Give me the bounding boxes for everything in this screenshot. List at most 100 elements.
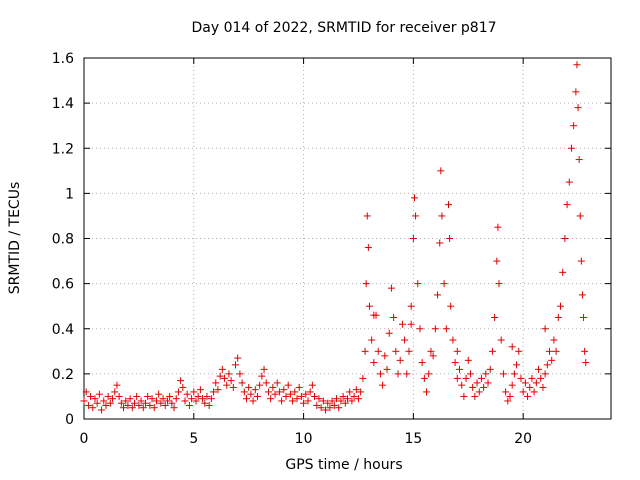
data-point — [486, 365, 494, 373]
data-point — [242, 395, 250, 403]
data-point — [546, 347, 554, 355]
x-tick-label: 15 — [404, 431, 422, 447]
data-point — [308, 381, 316, 389]
data-point — [214, 386, 222, 394]
data-point — [572, 88, 580, 96]
data-point — [455, 365, 463, 373]
data-point — [510, 370, 518, 378]
data-point — [82, 388, 90, 396]
data-point — [436, 239, 444, 247]
data-point — [576, 212, 584, 220]
data-point — [425, 370, 433, 378]
data-point — [113, 381, 121, 389]
data-point — [440, 280, 448, 288]
data-point — [383, 365, 391, 373]
data-point — [556, 302, 564, 310]
chart-title: Day 014 of 2022, SRMTID for receiver p81… — [191, 20, 496, 36]
data-point — [491, 313, 499, 321]
data-point — [348, 397, 356, 405]
data-point — [273, 379, 281, 387]
data-point — [111, 388, 119, 396]
data-point — [91, 395, 99, 403]
data-point — [513, 361, 521, 369]
data-point — [582, 359, 590, 367]
data-point — [236, 370, 244, 378]
data-point — [135, 401, 143, 409]
y-tick-label: 0.2 — [52, 367, 74, 383]
data-point — [205, 401, 213, 409]
data-point — [240, 388, 248, 396]
data-point — [376, 370, 384, 378]
data-point — [339, 392, 347, 400]
data-point — [115, 392, 123, 400]
data-point — [508, 381, 516, 389]
data-point — [168, 399, 176, 407]
data-point — [300, 399, 308, 407]
data-point — [179, 383, 187, 391]
data-point — [462, 374, 470, 382]
data-point — [137, 397, 145, 405]
plot-frame — [83, 57, 612, 420]
data-point — [185, 401, 193, 409]
y-tick-label: 0.4 — [52, 322, 74, 338]
data-point — [352, 386, 360, 394]
data-point — [335, 404, 343, 412]
data-point — [364, 244, 372, 252]
x-tick-label: 5 — [189, 431, 198, 447]
data-point — [464, 356, 472, 364]
data-point — [159, 395, 167, 403]
data-point — [194, 392, 202, 400]
data-point — [302, 390, 310, 398]
data-point — [554, 313, 562, 321]
data-point — [282, 392, 290, 400]
data-point — [278, 397, 286, 405]
data-point — [387, 284, 395, 292]
data-point — [532, 379, 540, 387]
data-point — [466, 370, 474, 378]
data-point — [196, 386, 204, 394]
data-point — [429, 352, 437, 360]
data-points — [80, 61, 590, 414]
data-point — [418, 359, 426, 367]
data-point — [262, 379, 270, 387]
data-point — [150, 404, 158, 412]
data-point — [221, 374, 229, 382]
data-point — [106, 399, 114, 407]
data-point — [357, 388, 365, 396]
x-axis-label: GPS time / hours — [285, 457, 402, 473]
data-point — [249, 397, 257, 405]
data-point — [453, 347, 461, 355]
data-point — [120, 404, 128, 412]
data-point — [460, 392, 468, 400]
data-point — [172, 395, 180, 403]
data-point — [530, 388, 538, 396]
data-point — [519, 388, 527, 396]
data-point — [515, 347, 523, 355]
data-point — [109, 395, 117, 403]
data-point — [537, 374, 545, 382]
data-point — [146, 401, 154, 409]
data-point — [155, 390, 163, 398]
data-point — [482, 370, 490, 378]
data-point — [420, 374, 428, 382]
data-point — [251, 386, 259, 394]
data-point — [427, 347, 435, 355]
data-point — [337, 397, 345, 405]
data-point — [267, 395, 275, 403]
data-point — [370, 359, 378, 367]
data-point — [271, 390, 279, 398]
data-point — [543, 361, 551, 369]
data-point — [322, 406, 330, 414]
data-point — [210, 388, 218, 396]
data-point — [370, 311, 378, 319]
data-point — [475, 388, 483, 396]
data-point — [362, 280, 370, 288]
data-point — [471, 392, 479, 400]
data-point — [269, 383, 277, 391]
data-point — [552, 347, 560, 355]
data-point — [229, 383, 237, 391]
data-point — [225, 370, 233, 378]
data-point — [414, 280, 422, 288]
data-point — [100, 397, 108, 405]
data-point — [133, 392, 141, 400]
